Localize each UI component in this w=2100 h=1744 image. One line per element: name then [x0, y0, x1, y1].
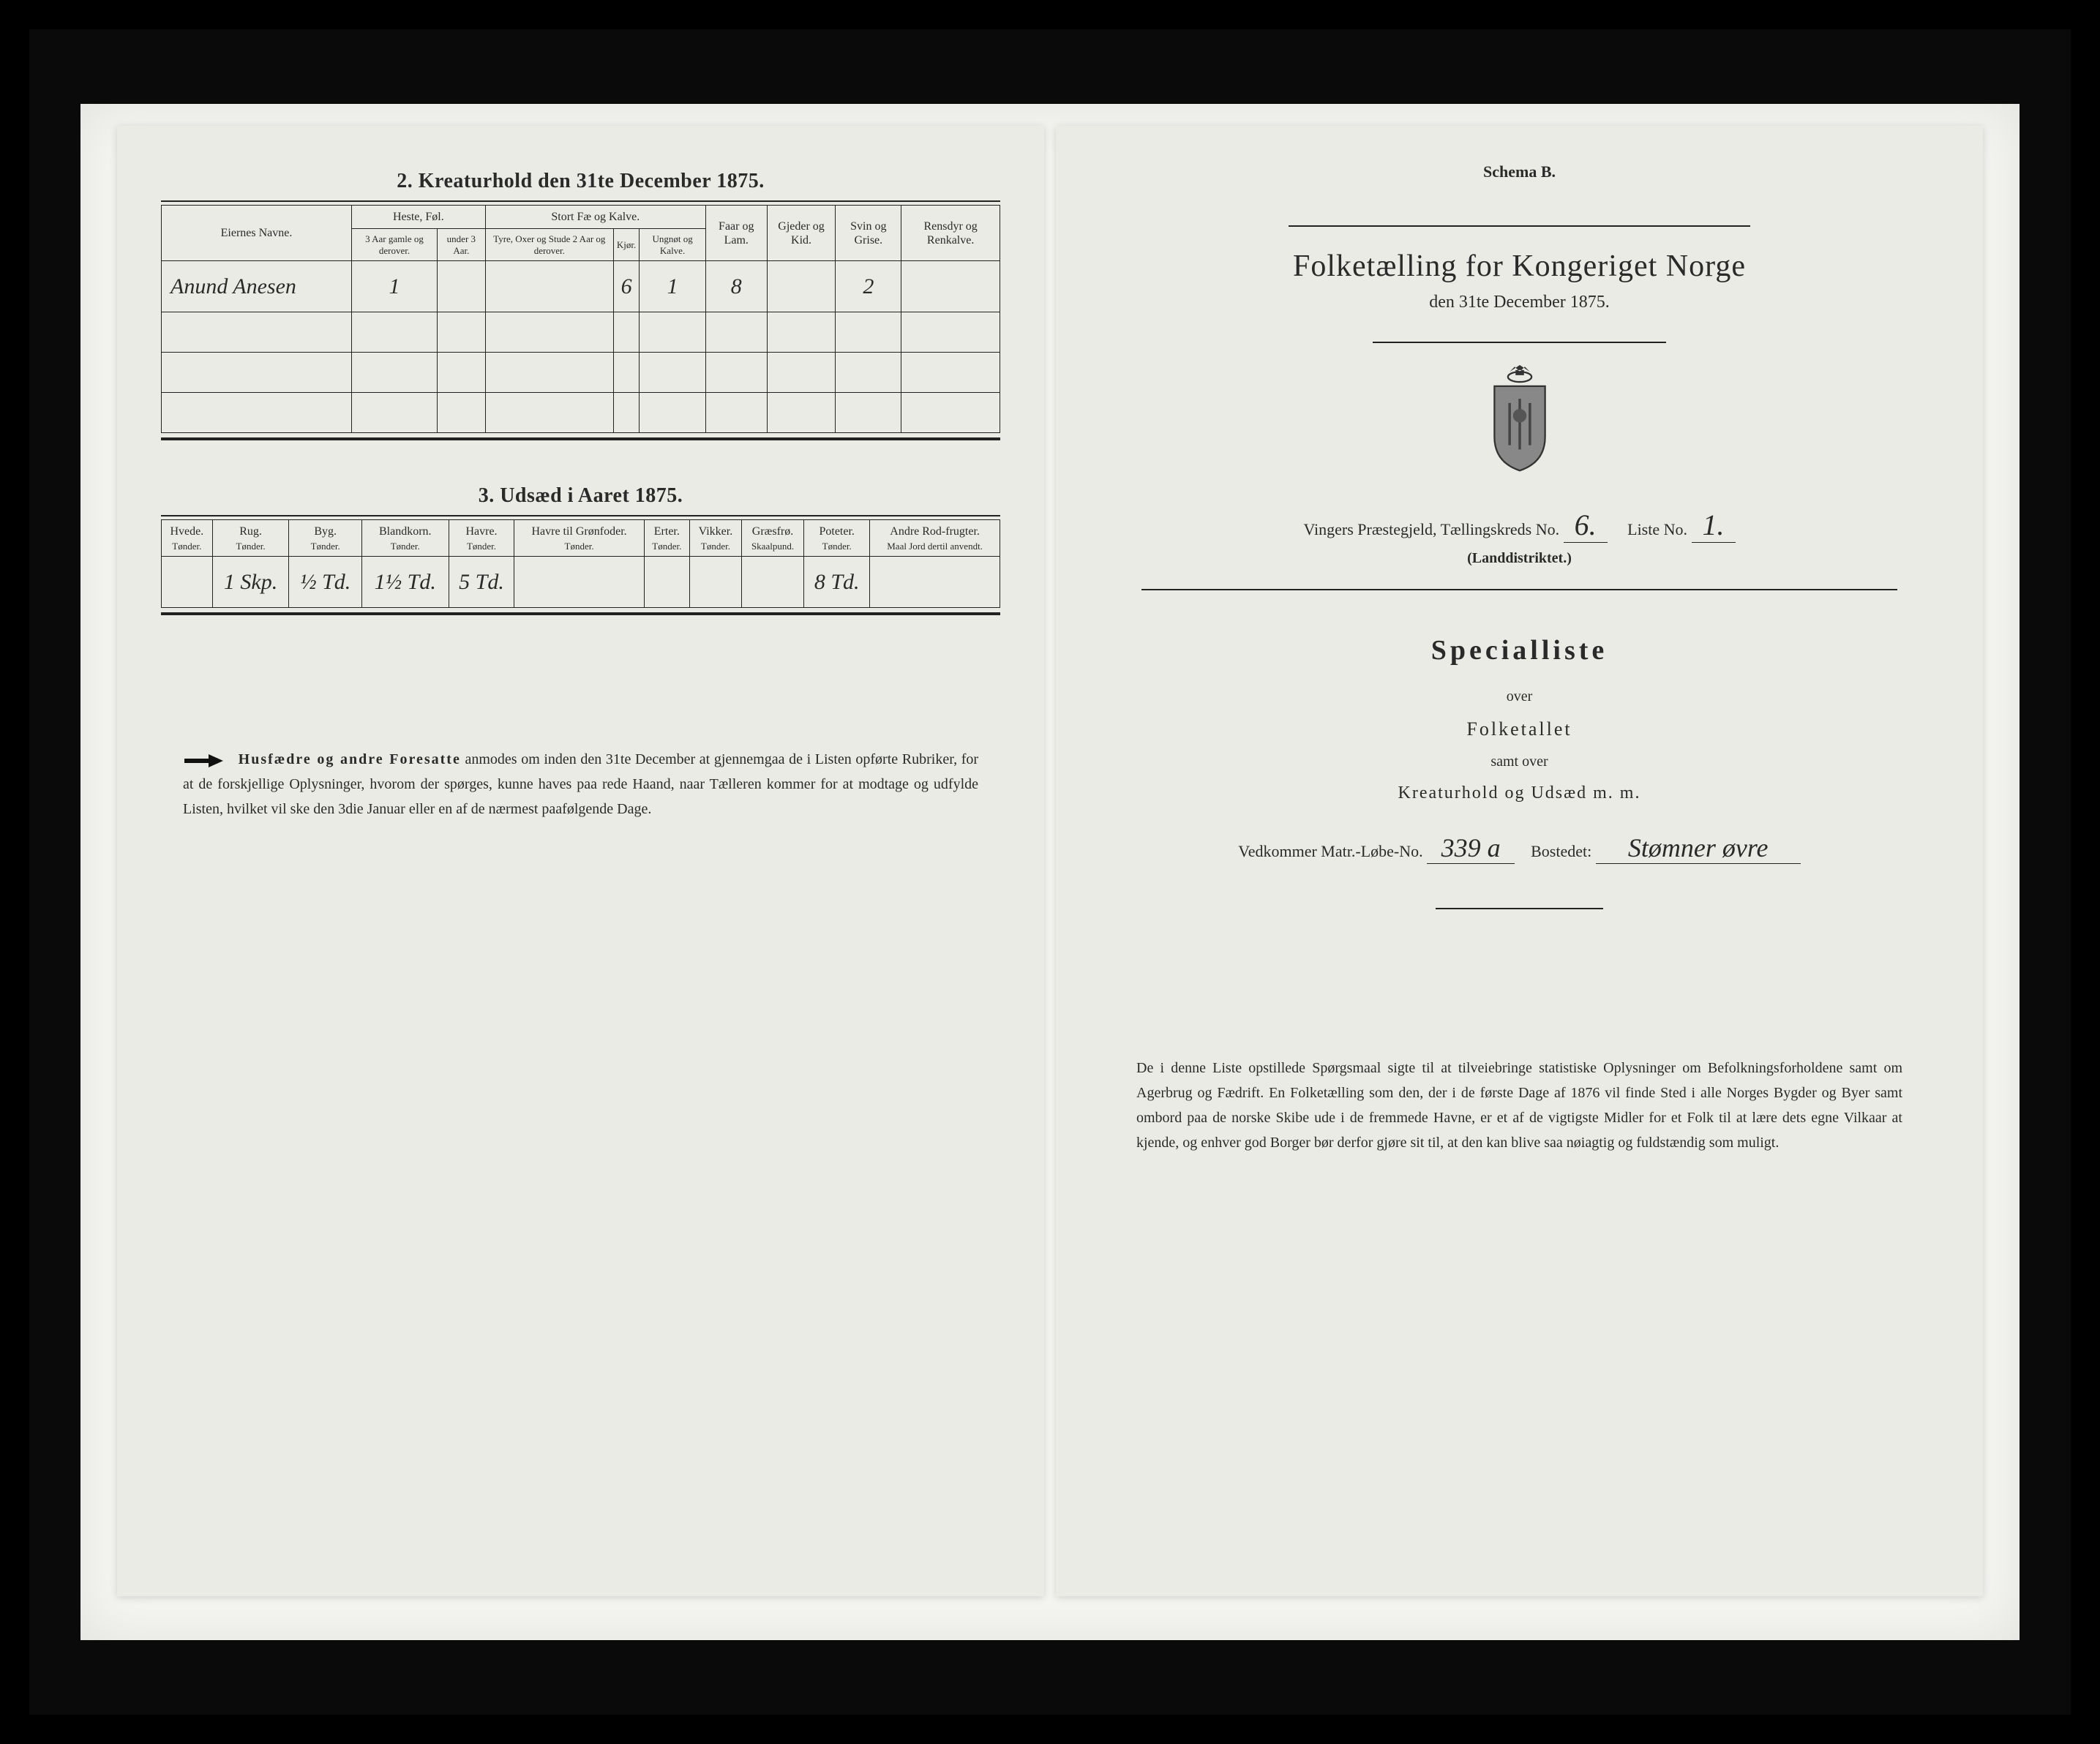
- col-andre: Andre Rod-frugter.Maal Jord dertil anven…: [870, 520, 1000, 557]
- rule: [1436, 908, 1603, 909]
- table-row: Anund Anesen 1 6 1 8 2: [162, 261, 1000, 312]
- cell-h1: 1: [352, 261, 438, 312]
- table-row: [162, 393, 1000, 433]
- cell-byg: ½ Td.: [289, 557, 362, 608]
- rule: [1289, 225, 1750, 227]
- vedk-pre: Vedkommer Matr.-Løbe-No.: [1238, 842, 1422, 860]
- cell-havre: 5 Td.: [449, 557, 514, 608]
- rule: [161, 515, 1000, 516]
- land-label: (Landdistriktet.): [1100, 550, 1939, 567]
- rule: [161, 437, 1000, 440]
- cell-erter: [644, 557, 689, 608]
- col-rensdyr: Rensdyr og Renkalve.: [901, 206, 1000, 261]
- liste-no: 1.: [1692, 508, 1736, 543]
- cell-hvede: [162, 557, 213, 608]
- col-hvede: Hvede.Tønder.: [162, 520, 213, 557]
- rule: [161, 200, 1000, 202]
- notice-text: Husfædre og andre Foresatte anmodes om i…: [161, 747, 1000, 822]
- section2-title: 2. Kreaturhold den 31te December 1875.: [161, 170, 1000, 193]
- cell-havretil: [514, 557, 644, 608]
- specialliste-title: Specialliste: [1100, 634, 1939, 666]
- photograph-area: 2. Kreaturhold den 31te December 1875. E…: [80, 104, 2020, 1640]
- footnote-text: De i denne Liste opstillede Spørgsmaal s…: [1100, 1056, 1939, 1155]
- col-havre: Havre.Tønder.: [449, 520, 514, 557]
- cell-poteter: 8 Td.: [804, 557, 870, 608]
- cell-name: Anund Anesen: [162, 261, 352, 312]
- district-line: Vingers Præstegjeld, Tællingskreds No. 6…: [1100, 508, 1939, 543]
- district-pre: Vingers Præstegjeld, Tællingskreds No.: [1303, 520, 1559, 538]
- left-page: 2. Kreaturhold den 31te December 1875. E…: [117, 126, 1044, 1596]
- cell-s3: 1: [640, 261, 706, 312]
- coat-of-arms-icon: [1100, 365, 1939, 478]
- col-h2: under 3 Aar.: [437, 229, 485, 261]
- livestock-table: Eiernes Navne. Heste, Føl. Stort Fæ og K…: [161, 205, 1000, 433]
- col-svin: Svin og Grise.: [836, 206, 901, 261]
- cell-rensdyr: [901, 261, 1000, 312]
- col-vikker: Vikker.Tønder.: [690, 520, 742, 557]
- col-bland: Blandkorn.Tønder.: [361, 520, 449, 557]
- col-poteter: Poteter.Tønder.: [804, 520, 870, 557]
- cell-graes: [741, 557, 803, 608]
- col-rug: Rug.Tønder.: [212, 520, 289, 557]
- cell-faar: 8: [705, 261, 767, 312]
- pointing-hand-icon: [183, 750, 227, 772]
- col-erter: Erter.Tønder.: [644, 520, 689, 557]
- cell-h2: [437, 261, 485, 312]
- right-page: Schema B. Folketælling for Kongeriget No…: [1056, 126, 1983, 1596]
- bosted-value: Stømner øvre: [1596, 832, 1801, 864]
- matr-no: 339 a: [1427, 832, 1515, 864]
- notice-lead: Husfædre og andre Foresatte: [239, 751, 461, 767]
- table-row: [162, 353, 1000, 393]
- outer-frame: 2. Kreaturhold den 31te December 1875. E…: [29, 29, 2071, 1715]
- col-name: Eiernes Navne.: [162, 206, 352, 261]
- col-s1: Tyre, Oxer og Stude 2 Aar og derover.: [485, 229, 613, 261]
- rule: [1373, 342, 1666, 343]
- table-row: [162, 312, 1000, 353]
- col-faar: Faar og Lam.: [705, 206, 767, 261]
- cell-s2: 6: [613, 261, 639, 312]
- cell-rug: 1 Skp.: [212, 557, 289, 608]
- col-h1: 3 Aar gamle og derover.: [352, 229, 438, 261]
- samt-label: samt over: [1100, 753, 1939, 770]
- over-label: over: [1100, 688, 1939, 705]
- col-havretil: Havre til Grønfoder.Tønder.: [514, 520, 644, 557]
- section3-title: 3. Udsæd i Aaret 1875.: [161, 484, 1000, 508]
- col-stort: Stort Fæ og Kalve.: [485, 206, 705, 229]
- vedkommer-line: Vedkommer Matr.-Løbe-No. 339 a Bostedet:…: [1100, 832, 1939, 864]
- cell-s1: [485, 261, 613, 312]
- rule: [1141, 589, 1897, 590]
- col-s2: Kjør.: [613, 229, 639, 261]
- col-s3: Ungnøt og Kalve.: [640, 229, 706, 261]
- col-heste: Heste, Føl.: [352, 206, 486, 229]
- col-graes: Græsfrø.Skaalpund.: [741, 520, 803, 557]
- main-title: Folketælling for Kongeriget Norge: [1100, 249, 1939, 284]
- table-row: 1 Skp. ½ Td. 1½ Td. 5 Td. 8 Td.: [162, 557, 1000, 608]
- rule: [161, 612, 1000, 615]
- schema-label: Schema B.: [1100, 162, 1939, 181]
- col-gjeder: Gjeder og Kid.: [767, 206, 836, 261]
- liste-pre: Liste No.: [1627, 520, 1687, 538]
- col-byg: Byg.Tønder.: [289, 520, 362, 557]
- seed-table: Hvede.Tønder. Rug.Tønder. Byg.Tønder. Bl…: [161, 519, 1000, 608]
- sub-date: den 31te December 1875.: [1100, 293, 1939, 312]
- cell-vikker: [690, 557, 742, 608]
- folketallet-label: Folketallet: [1100, 718, 1939, 740]
- cell-bland: 1½ Td.: [361, 557, 449, 608]
- kreaturhold-label: Kreaturhold og Udsæd m. m.: [1100, 783, 1939, 803]
- cell-gjeder: [767, 261, 836, 312]
- cell-svin: 2: [836, 261, 901, 312]
- district-no: 6.: [1564, 508, 1608, 543]
- bosted-pre: Bostedet:: [1531, 842, 1591, 860]
- cell-andre: [870, 557, 1000, 608]
